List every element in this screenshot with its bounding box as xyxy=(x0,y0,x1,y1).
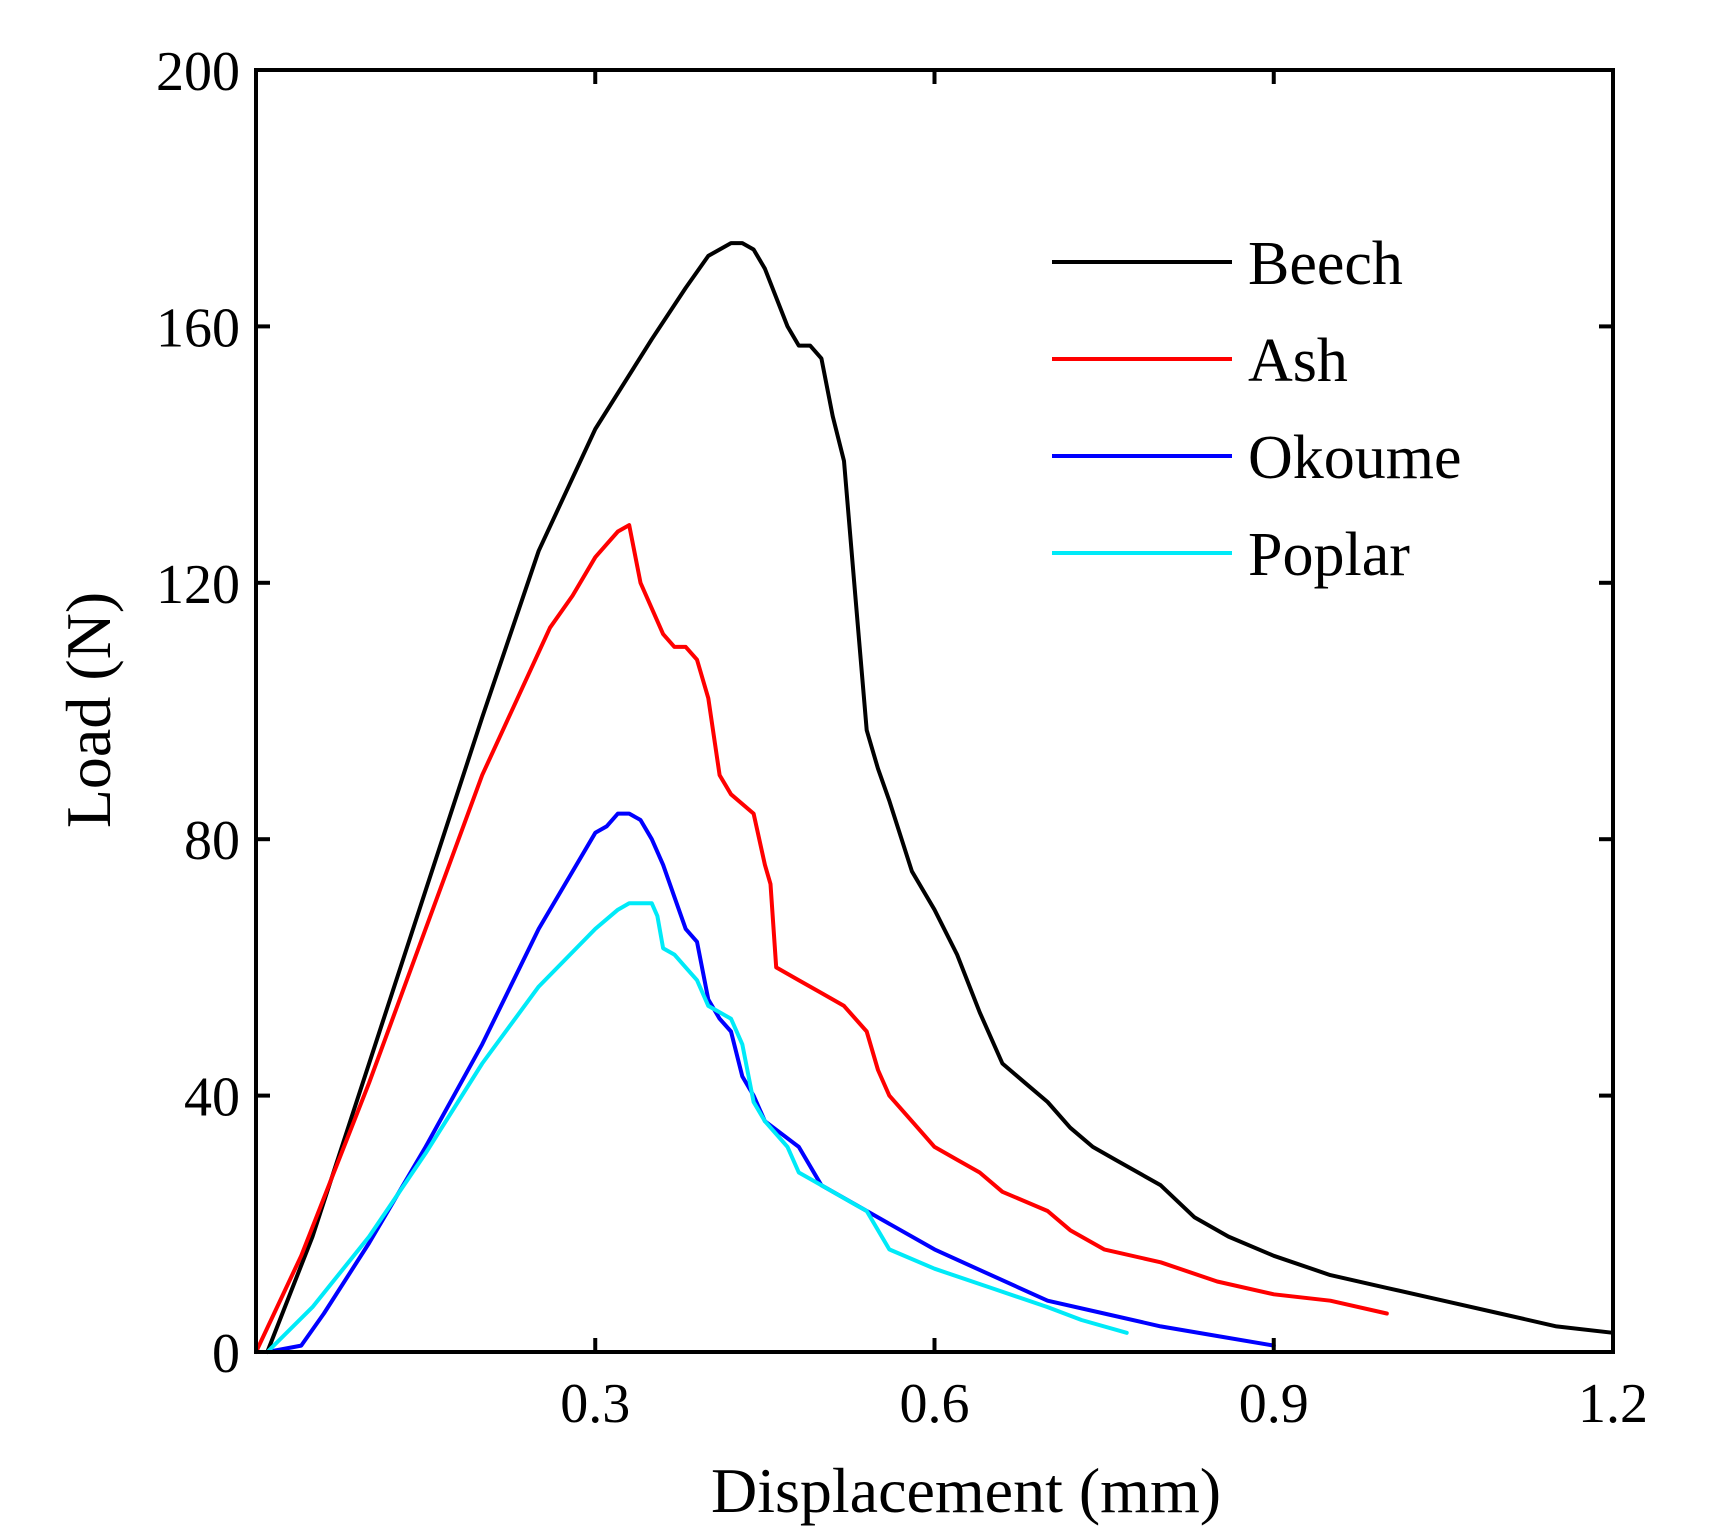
series-line-poplar xyxy=(265,901,1129,1354)
series-line-beech xyxy=(265,241,1615,1354)
series-line-okoume xyxy=(265,811,1276,1354)
legend: Beech Ash Okoume Poplar xyxy=(1052,230,1462,589)
legend-label-beech: Beech xyxy=(1248,230,1403,298)
x-tick-label: 0.3 xyxy=(560,1373,630,1435)
y-tick-label: 80 xyxy=(184,810,240,872)
axis-ticks xyxy=(256,68,1615,1354)
legend-label-okoume: Okoume xyxy=(1248,424,1462,492)
y-axis-title: Load (N) xyxy=(53,592,124,828)
x-axis-title: Displacement (mm) xyxy=(711,1455,1221,1526)
legend-label-ash: Ash xyxy=(1248,327,1348,395)
x-tick-label: 0.9 xyxy=(1239,1373,1309,1435)
y-tick-label: 120 xyxy=(156,554,240,616)
y-tick-label: 0 xyxy=(212,1323,240,1385)
y-tick-label: 160 xyxy=(156,297,240,359)
x-tick-label: 0.6 xyxy=(900,1373,970,1435)
axis-tick-labels: 0.3 0.6 0.9 1.2 0 40 80 120 160 200 xyxy=(156,41,1648,1435)
plot-frame xyxy=(254,68,1615,1354)
y-tick-label: 200 xyxy=(156,41,240,103)
x-tick-label: 1.2 xyxy=(1578,1373,1648,1435)
plot-area xyxy=(254,241,1615,1354)
legend-label-poplar: Poplar xyxy=(1248,521,1410,589)
series-line-ash xyxy=(254,523,1389,1354)
y-tick-label: 40 xyxy=(184,1067,240,1129)
